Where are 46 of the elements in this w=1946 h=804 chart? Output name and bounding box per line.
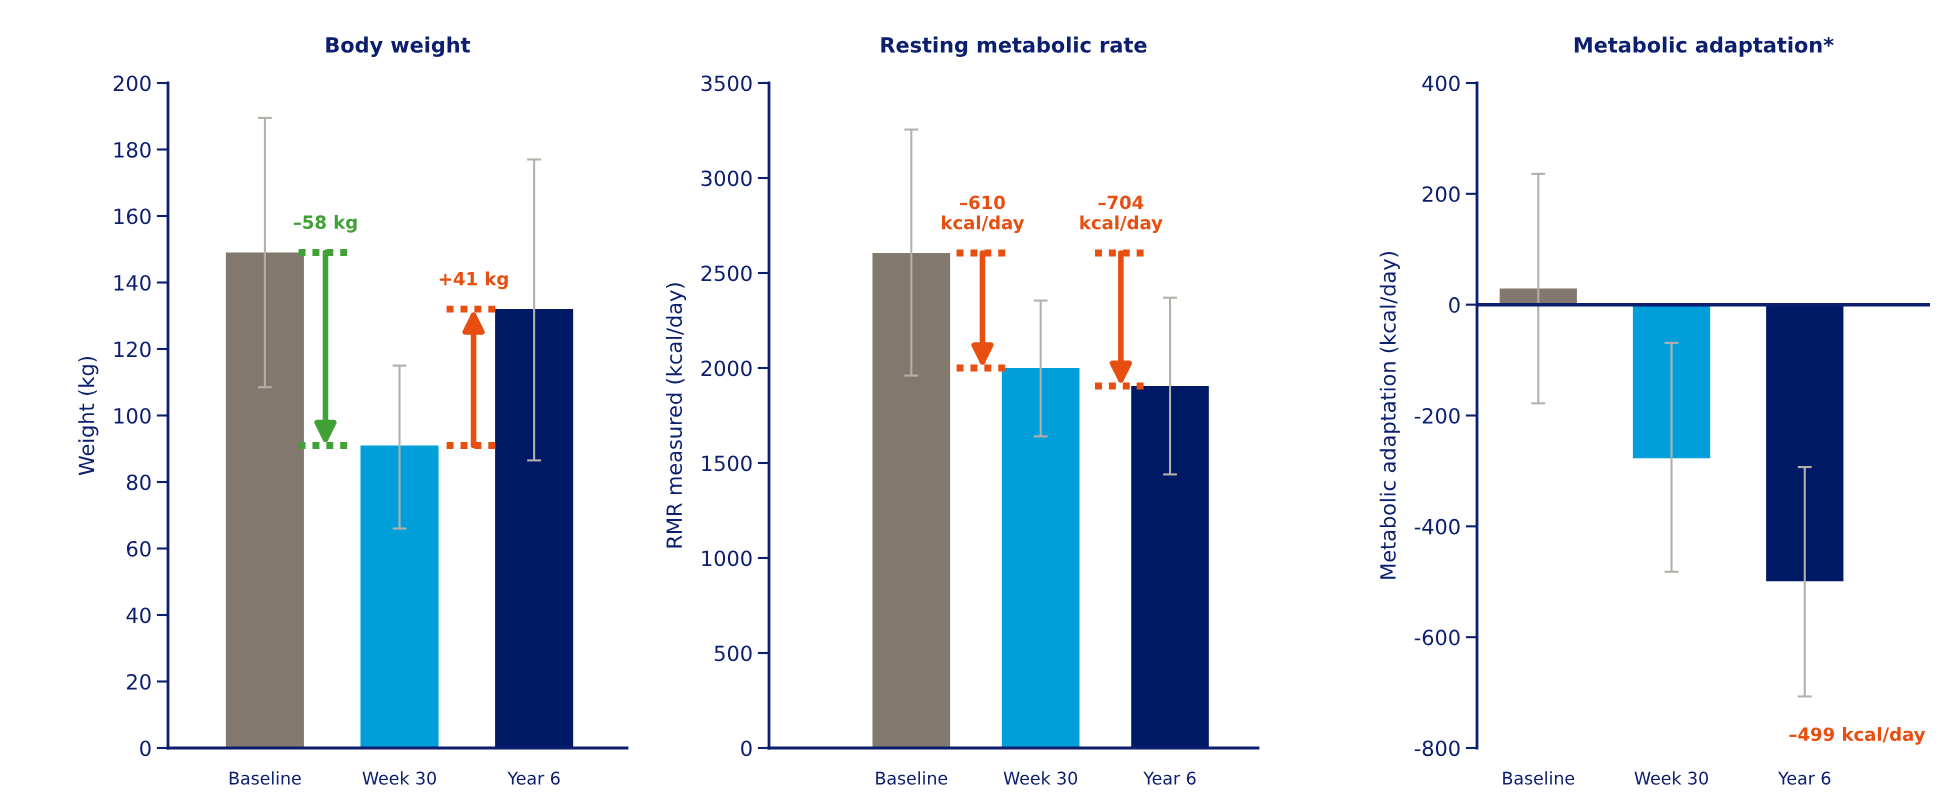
y-tick-label: 400 — [1422, 75, 1460, 92]
y-tick-label: 1000 — [702, 550, 752, 567]
y-tick-label: 0 — [140, 740, 151, 757]
y-tick-label: 0 — [1449, 297, 1460, 313]
y-tick-label: -800 — [1414, 740, 1460, 757]
y-tick-label: 3500 — [701, 75, 752, 92]
y-tick-label: 120 — [114, 341, 151, 358]
y-tick-label: 2000 — [701, 360, 752, 377]
y-tick-label: 80 — [126, 474, 151, 491]
y-tick-label: 200 — [1422, 186, 1460, 203]
chart-title: Body weight — [326, 36, 471, 57]
x-tick-label: Year 6 — [1143, 771, 1196, 785]
annotation: –610 kcal/day — [941, 195, 1025, 234]
y-tick-label: 20 — [127, 673, 151, 690]
y-tick-label: 160 — [114, 208, 151, 225]
y-tick-label: 3000 — [701, 170, 752, 187]
annotation: –499 kcal/day — [1789, 727, 1926, 745]
x-tick-label: Week 30 — [1634, 771, 1708, 785]
annotation: +41 kg — [439, 271, 508, 290]
y-axis-title: Metabolic adaptation (kcal/day) — [1379, 252, 1400, 579]
x-tick-label: Baseline — [1503, 771, 1575, 785]
y-tick-label: 200 — [113, 75, 151, 92]
x-tick-label: Week 30 — [1003, 771, 1078, 785]
x-tick-label: Baseline — [229, 771, 301, 785]
annotation: –704 kcal/day — [1080, 195, 1163, 234]
annotation: –58 kg — [293, 215, 357, 233]
x-tick-label: Year 6 — [507, 771, 560, 785]
y-tick-label: -600 — [1414, 629, 1460, 646]
x-tick-label: Baseline — [876, 771, 948, 785]
y-tick-label: 2500 — [701, 265, 752, 282]
chart-title: Metabolic adaptation* — [1574, 36, 1834, 57]
y-tick-label: 1500 — [702, 455, 752, 472]
y-tick-label: 0 — [741, 740, 752, 757]
chart-title: Resting metabolic rate — [881, 36, 1147, 57]
y-tick-label: -200 — [1414, 407, 1460, 424]
y-tick-label: 500 — [714, 645, 752, 662]
y-tick-label: 140 — [114, 274, 151, 291]
y-tick-label: -400 — [1414, 518, 1460, 535]
y-tick-label: 60 — [126, 540, 151, 557]
x-tick-label: Week 30 — [362, 771, 436, 785]
y-axis-title: Weight (kg) — [78, 356, 99, 476]
x-tick-label: Year 6 — [1778, 771, 1831, 785]
y-axis-title: RMR measured (kcal/day) — [665, 283, 687, 548]
y-tick-label: 180 — [114, 141, 151, 158]
y-tick-label: 40 — [126, 607, 151, 624]
y-tick-label: 100 — [114, 407, 151, 424]
